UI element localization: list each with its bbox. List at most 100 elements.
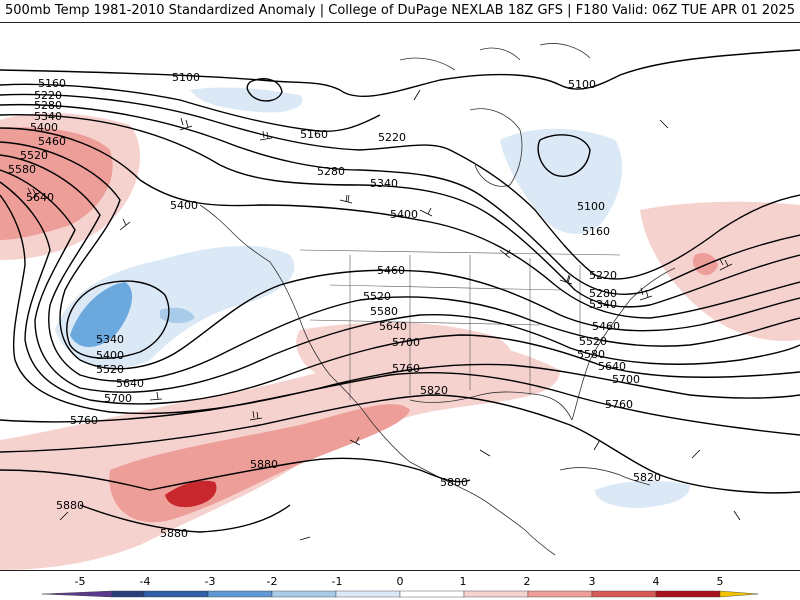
colorbar-bin: [271, 590, 337, 598]
wind-barb: [659, 119, 669, 129]
contour-label: 5700: [104, 392, 132, 405]
coastline-central-america: [494, 507, 556, 556]
contour-5820: [0, 394, 800, 494]
contour-label: 5280: [34, 99, 62, 112]
colorbar-bin: [527, 590, 593, 598]
colorbar-bin: [335, 590, 401, 598]
anomaly-warm-atlantic: [640, 201, 800, 341]
colorbar-bin: [41, 590, 113, 598]
colorbar-tick: 0: [397, 575, 404, 588]
contour-label: 5520: [96, 363, 124, 376]
contour-5400: [0, 127, 800, 319]
contour-label: 5280: [317, 165, 345, 178]
contour-label: 5880: [160, 527, 188, 540]
contour-label: 5760: [605, 398, 633, 411]
contour-5880-south: [79, 504, 291, 533]
contour-5160-hudson: [537, 134, 591, 177]
anomaly-cold-west-coast: [55, 245, 295, 368]
contour-label: 5340: [370, 177, 398, 190]
coastline-arctic-islands: [399, 43, 591, 71]
colorbar-tick: 4: [653, 575, 660, 588]
contour-label: 5400: [30, 121, 58, 134]
wind-barb: [691, 449, 701, 459]
colorbar-bin: [399, 590, 465, 598]
contour-label: 5820: [633, 471, 661, 484]
contour-label: 5340: [34, 110, 62, 123]
colorbar-tick: 3: [589, 575, 596, 588]
colorbar-tick: 2: [524, 575, 531, 588]
colorbar-bin: [655, 590, 721, 598]
wind-barb: [639, 287, 653, 301]
contour-label: 5820: [420, 384, 448, 397]
contour-label: 5460: [377, 264, 405, 277]
contour-5460: [0, 141, 800, 370]
contour-5580: [0, 169, 800, 393]
contour-5880: [0, 457, 471, 491]
wind-barb: [559, 274, 573, 285]
contour-label: 5160: [38, 77, 66, 90]
height-contours: [0, 49, 800, 533]
colorbar-bin: [111, 590, 145, 598]
colorbar-tick: -4: [140, 575, 151, 588]
colorbar-tick: 5: [717, 575, 724, 588]
coastline-cuba: [559, 467, 651, 486]
contour-label: 5400: [170, 199, 198, 212]
colorbar-legend: -5 -4 -3 -2 -1 0 1 2 3 4 5: [0, 570, 800, 600]
anomaly-shading: [0, 87, 800, 570]
wind-barb: [119, 218, 131, 231]
wind-barb: [719, 258, 733, 271]
contour-label: 5400: [390, 208, 418, 221]
contour-5520: [0, 154, 800, 382]
anomaly-warm-subtropical-core: [165, 480, 217, 508]
wind-barb: [413, 89, 421, 101]
contour-label: 5340: [589, 298, 617, 311]
wind-barbs: [27, 89, 741, 541]
contour-label: 5460: [38, 135, 66, 148]
colorbar-bin: [143, 590, 209, 598]
contour-label: 5580: [8, 163, 36, 176]
contour-label: 5580: [577, 348, 605, 361]
contour-label: 5100: [172, 71, 200, 84]
contour-label: 5700: [392, 336, 420, 349]
contour-label: 5100: [577, 200, 605, 213]
contour-label: 5880: [56, 499, 84, 512]
contour-label: 5220: [34, 89, 62, 102]
colorbar-bin: [207, 590, 273, 598]
contour-label: 5460: [592, 320, 620, 333]
wind-barb: [733, 510, 741, 521]
wind-barb: [59, 511, 69, 521]
contour-label: 5400: [96, 349, 124, 362]
colorbar-bins: [41, 590, 759, 598]
contour-label: 5220: [589, 269, 617, 282]
coastline-atlantic: [571, 267, 676, 421]
contour-label: 5760: [70, 414, 98, 427]
contour-label: 5880: [440, 476, 468, 489]
coastlines: [199, 43, 676, 556]
contour-label: 5340: [96, 333, 124, 346]
anomaly-warm-south-plains: [296, 322, 513, 395]
wind-barb: [27, 187, 41, 201]
contour-5160: [0, 83, 381, 132]
contour-label: 5160: [300, 128, 328, 141]
wind-barb: [179, 117, 193, 131]
contour-label: 5580: [370, 305, 398, 318]
colorbar-bin: [591, 590, 657, 598]
contour-5760: [0, 372, 800, 436]
contour-label: 5520: [579, 335, 607, 348]
contour-label: 5640: [379, 320, 407, 333]
contour-label: 5520: [20, 149, 48, 162]
contour-labels: 5100 5100 5100 5160 5160 5160 5220 5220 …: [8, 71, 661, 540]
colorbar-tick: -1: [332, 575, 343, 588]
wind-barb: [349, 436, 361, 446]
contour-5100: [0, 49, 800, 97]
contour-label: 5520: [363, 290, 391, 303]
anomaly-warm-pacific-nw-core: [0, 127, 113, 240]
colorbar-tick: 1: [460, 575, 467, 588]
contour-5640: [0, 181, 800, 405]
header-bar: 500mb Temp 1981-2010 Standardized Anomal…: [0, 0, 800, 23]
model-run-label: 18Z GFS | F180 Valid: 06Z TUE APR 01 202…: [507, 3, 795, 18]
contour-label: 5640: [598, 360, 626, 373]
anomaly-cold-west-coast-core: [70, 282, 133, 348]
anomaly-cold-arctic: [190, 87, 303, 113]
wind-barb: [299, 536, 311, 541]
